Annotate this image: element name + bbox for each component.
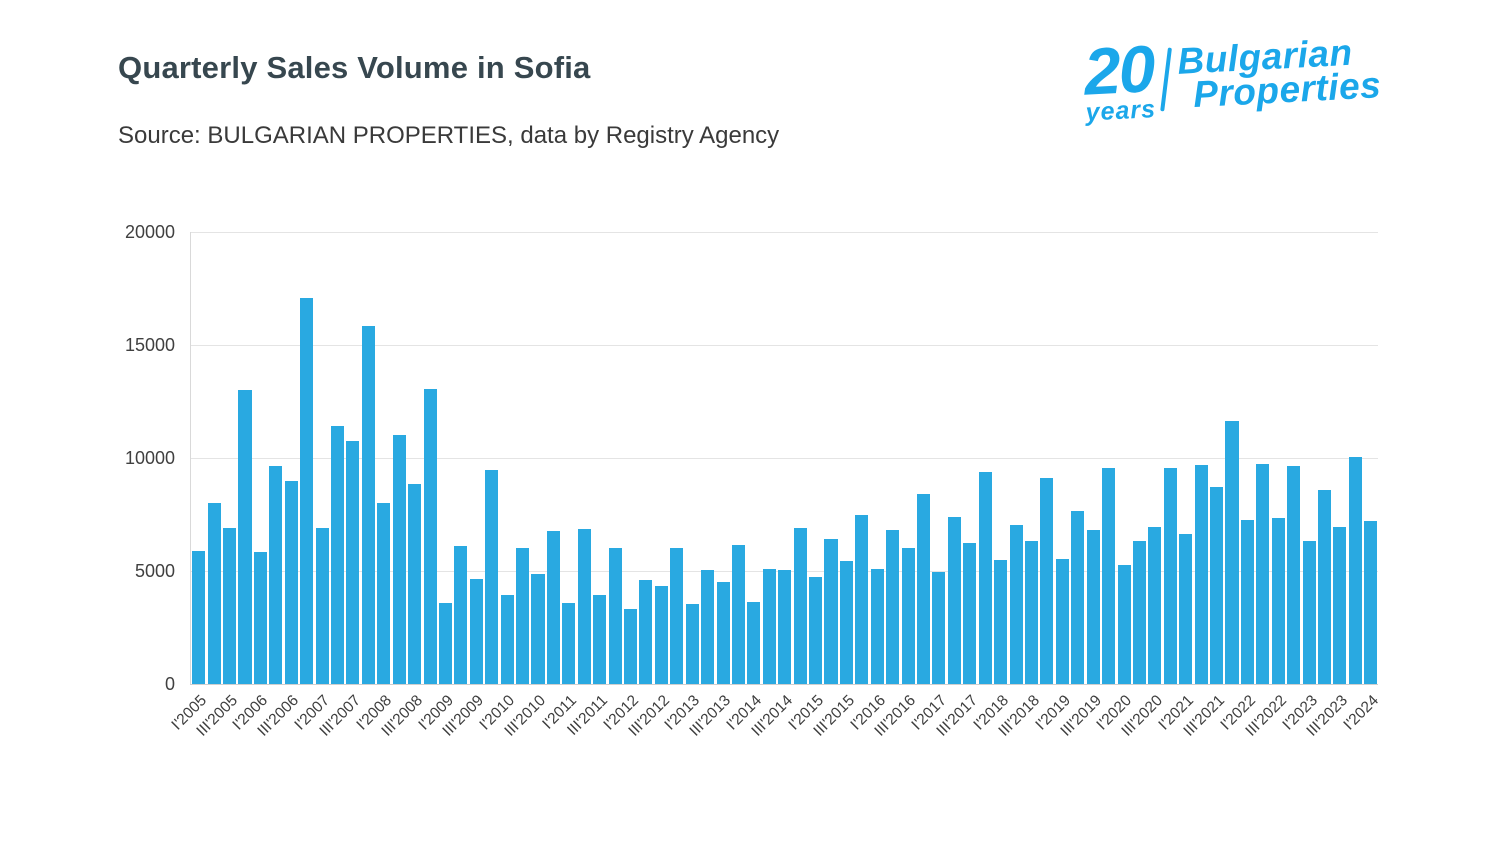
bar-IV'2018 bbox=[1040, 478, 1054, 684]
bar-I'2014 bbox=[747, 601, 761, 684]
bar-III'2023 bbox=[1333, 526, 1347, 684]
gridline-0 bbox=[190, 684, 1378, 685]
bar-III'2008 bbox=[408, 484, 422, 684]
bar-IV'2005 bbox=[238, 390, 252, 684]
bar-I'2016 bbox=[870, 568, 884, 684]
bar-I'2009 bbox=[438, 602, 452, 684]
x-axis-labels: I'2005 III'2005 I'2006 III'2006 I'2007 III'20… bbox=[168, 692, 1382, 812]
bar-II'2015 bbox=[824, 539, 838, 684]
bar-I'2005 bbox=[192, 550, 206, 684]
bar-IV'2015 bbox=[855, 514, 869, 684]
bar-I'2017 bbox=[932, 572, 946, 684]
bar-I'2007 bbox=[315, 528, 329, 684]
bar-II'2006 bbox=[269, 465, 283, 684]
gridline-20000 bbox=[190, 232, 1378, 233]
bar-III'2014 bbox=[778, 569, 792, 684]
y-axis-label-0: 0 bbox=[164, 674, 175, 694]
bar-II'2016 bbox=[886, 530, 900, 684]
bar-III'2015 bbox=[839, 560, 853, 684]
bar-III'2019 bbox=[1086, 530, 1100, 684]
bar-I'2020 bbox=[1117, 565, 1131, 684]
bar-II'2010 bbox=[516, 548, 530, 684]
bar-IV'2011 bbox=[608, 548, 622, 684]
source-note: Source: BULGARIAN PROPERTIES, data by Re… bbox=[118, 122, 780, 149]
bar-I'2008 bbox=[377, 503, 391, 684]
bar-I'2019 bbox=[1055, 558, 1069, 684]
bar-I'2024 bbox=[1364, 521, 1378, 684]
bar-II'2018 bbox=[1009, 524, 1023, 684]
bar-IV'2019 bbox=[1102, 468, 1116, 684]
bar-IV'2023 bbox=[1348, 456, 1362, 684]
bar-II'2013 bbox=[701, 569, 715, 684]
bar-III'2021 bbox=[1210, 487, 1224, 684]
bar-IV'2006 bbox=[300, 297, 314, 684]
bar-IV'2012 bbox=[670, 548, 684, 684]
bar-II'2021 bbox=[1194, 464, 1208, 684]
page-title: Quarterly Sales Volume in Sofia bbox=[118, 50, 591, 85]
bar-III'2016 bbox=[901, 548, 915, 684]
bar-IV'2017 bbox=[978, 471, 992, 684]
bar-II'2019 bbox=[1071, 511, 1085, 684]
y-axis-label-20000: 20000 bbox=[124, 222, 175, 242]
bar-IV'2009 bbox=[485, 470, 499, 684]
bar-III'2020 bbox=[1148, 526, 1162, 684]
bar-I'2012 bbox=[624, 609, 638, 684]
bar-I'2010 bbox=[500, 594, 514, 684]
bar-IV'2020 bbox=[1163, 468, 1177, 684]
plot-area bbox=[190, 232, 1378, 684]
bar-II'2022 bbox=[1256, 463, 1270, 684]
bar-IV'2008 bbox=[423, 389, 437, 684]
bar-IV'2021 bbox=[1225, 420, 1239, 684]
bar-II'2011 bbox=[577, 529, 591, 684]
bar-III'2022 bbox=[1271, 517, 1285, 684]
bar-I'2011 bbox=[562, 602, 576, 684]
bar-II'2017 bbox=[947, 516, 961, 684]
bar-I'2013 bbox=[685, 603, 699, 684]
bar-II'2005 bbox=[207, 503, 221, 684]
bar-III'2005 bbox=[223, 528, 237, 684]
bar-III'2007 bbox=[346, 441, 360, 684]
bar-III'2012 bbox=[654, 585, 668, 684]
bar-I'2022 bbox=[1240, 520, 1254, 684]
y-axis-label-10000: 10000 bbox=[124, 448, 175, 468]
bar-II'2008 bbox=[392, 435, 406, 684]
bar-IV'2010 bbox=[546, 531, 560, 684]
bar-II'2023 bbox=[1317, 489, 1332, 684]
bar-I'2023 bbox=[1302, 540, 1316, 684]
bar-II'2020 bbox=[1132, 540, 1146, 684]
bar-III'2013 bbox=[716, 582, 730, 684]
bar-III'2018 bbox=[1024, 540, 1039, 684]
bar-II'2009 bbox=[454, 546, 468, 684]
bar-III'2006 bbox=[284, 480, 298, 684]
bar-IV'2014 bbox=[793, 528, 807, 684]
bar-IV'2013 bbox=[731, 545, 745, 684]
bar-III'2009 bbox=[469, 578, 483, 684]
bar-I'2018 bbox=[994, 559, 1008, 684]
bar-II'2007 bbox=[330, 426, 345, 684]
bar-I'2015 bbox=[809, 576, 823, 684]
bar-III'2010 bbox=[531, 574, 545, 684]
gridline-10000 bbox=[190, 458, 1378, 459]
y-axis-label-15000: 15000 bbox=[124, 335, 175, 355]
bar-IV'2007 bbox=[361, 325, 375, 684]
bar-I'2021 bbox=[1179, 533, 1193, 684]
bar-II'2012 bbox=[639, 580, 653, 684]
bar-III'2011 bbox=[593, 594, 607, 684]
bar-IV'2022 bbox=[1287, 465, 1301, 684]
gridline-15000 bbox=[190, 345, 1378, 346]
bar-IV'2016 bbox=[917, 494, 931, 684]
y-axis-label-5000: 5000 bbox=[134, 561, 175, 581]
bar-III'2017 bbox=[963, 542, 977, 684]
bar-I'2006 bbox=[253, 551, 267, 684]
bar-II'2014 bbox=[762, 568, 776, 684]
